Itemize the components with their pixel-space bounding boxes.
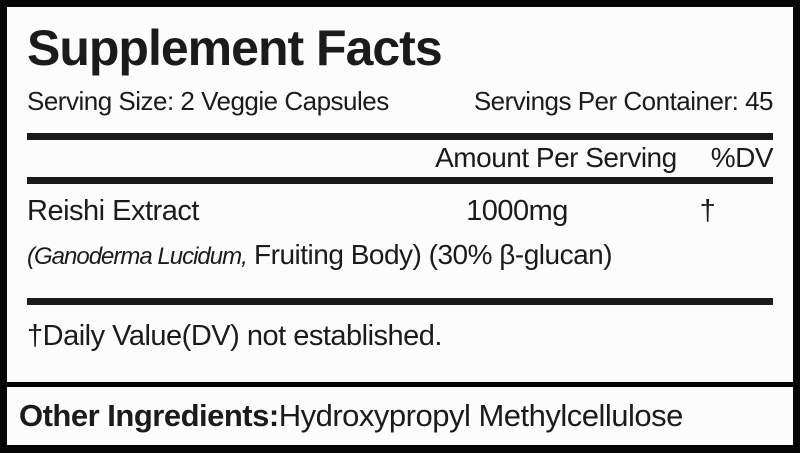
ingredient-name: Reishi Extract: [27, 194, 199, 227]
daily-value-footnote: †Daily Value(DV) not established.: [27, 319, 442, 352]
thick-rule-footnote: [27, 297, 773, 305]
ingredient-amount: 1000mg: [466, 194, 568, 227]
ingredient-detail-text: Fruiting Body) (30% β-glucan): [246, 238, 613, 270]
facts-title: Supplement Facts: [27, 20, 443, 76]
serving-size-text: Serving Size: 2 Veggie Capsules: [27, 86, 389, 116]
dv-header: %DV: [710, 142, 774, 173]
amount-per-serving-header: Amount Per Serving: [435, 142, 677, 173]
supplement-facts-panel: Supplement Facts Serving Size: 2 Veggie …: [7, 7, 793, 382]
thick-rule-header-bottom: [27, 176, 773, 184]
other-ingredients-value: Hydroxypropyl Methylcellulose: [278, 398, 684, 433]
ingredient-dv-dagger: †: [699, 194, 716, 227]
servings-per-container-text: Servings Per Container: 45: [473, 86, 774, 116]
serving-info-row: Serving Size: 2 Veggie Capsules Servings…: [27, 85, 774, 118]
other-ingredients-label: Other Ingredients:: [19, 398, 279, 433]
column-header-row: Amount Per Serving %DV: [27, 140, 773, 177]
other-ingredients-panel: Other Ingredients: Hydroxypropyl Methylc…: [7, 387, 793, 445]
ingredient-row: Reishi Extract 1000mg †: [27, 193, 773, 229]
botanical-name: (Ganoderma Lucidum,: [27, 242, 248, 270]
ingredient-detail: (Ganoderma Lucidum, Fruiting Body) (30% …: [27, 237, 773, 273]
thick-rule-top: [27, 132, 773, 140]
